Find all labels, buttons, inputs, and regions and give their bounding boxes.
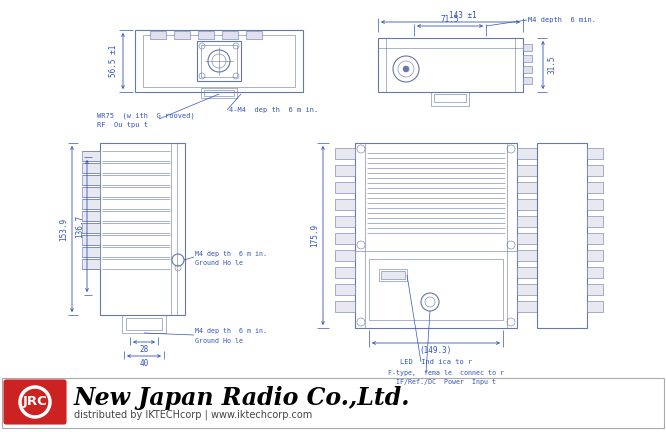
Bar bbox=[135, 30, 303, 92]
Text: New Japan Radio Co.,Ltd.: New Japan Radio Co.,Ltd. bbox=[74, 386, 410, 410]
Bar bbox=[517, 216, 537, 227]
Text: 136.7: 136.7 bbox=[75, 214, 85, 238]
Bar bbox=[201, 88, 237, 98]
Bar bbox=[82, 151, 100, 161]
Bar bbox=[335, 148, 355, 159]
Text: IF/Ref./DC  Power  Inpu t: IF/Ref./DC Power Inpu t bbox=[396, 379, 496, 385]
Bar bbox=[82, 199, 100, 209]
Text: F-type,  fema le  connec to r: F-type, fema le connec to r bbox=[388, 370, 504, 376]
Bar bbox=[355, 143, 517, 328]
Bar bbox=[335, 233, 355, 244]
Bar bbox=[587, 199, 603, 210]
Bar bbox=[335, 250, 355, 261]
Text: 31.5: 31.5 bbox=[547, 56, 557, 74]
Bar bbox=[335, 165, 355, 176]
Bar bbox=[523, 44, 532, 51]
Bar bbox=[122, 315, 166, 333]
Text: JRC: JRC bbox=[23, 396, 47, 409]
Bar bbox=[335, 199, 355, 210]
Bar bbox=[517, 233, 537, 244]
Bar bbox=[204, 90, 234, 96]
Text: RF  Ou tpu t: RF Ou tpu t bbox=[97, 122, 148, 128]
Bar bbox=[126, 318, 162, 330]
Bar bbox=[517, 267, 537, 278]
Bar bbox=[335, 267, 355, 278]
Bar bbox=[523, 66, 532, 73]
Text: 71.5: 71.5 bbox=[441, 16, 460, 25]
Circle shape bbox=[403, 66, 409, 72]
Text: 153.9: 153.9 bbox=[59, 217, 69, 241]
Bar bbox=[587, 165, 603, 176]
Bar bbox=[587, 284, 603, 295]
Text: 28: 28 bbox=[139, 346, 149, 355]
Bar bbox=[517, 165, 537, 176]
Bar bbox=[82, 187, 100, 197]
Text: M4 depth  6 min.: M4 depth 6 min. bbox=[528, 17, 596, 23]
Bar bbox=[378, 38, 523, 92]
Bar bbox=[587, 233, 603, 244]
Bar bbox=[246, 31, 262, 39]
Bar bbox=[587, 216, 603, 227]
Bar bbox=[143, 35, 295, 87]
Text: (149.3): (149.3) bbox=[420, 346, 452, 356]
Bar bbox=[197, 41, 241, 81]
Bar bbox=[537, 143, 587, 328]
Bar bbox=[379, 269, 407, 281]
Text: 4-M4  dep th  6 m in.: 4-M4 dep th 6 m in. bbox=[229, 107, 318, 113]
Bar bbox=[517, 148, 537, 159]
Bar bbox=[523, 77, 532, 84]
Bar bbox=[174, 31, 190, 39]
Bar bbox=[335, 216, 355, 227]
Bar bbox=[434, 94, 466, 102]
Bar bbox=[201, 45, 237, 77]
Bar bbox=[517, 199, 537, 210]
Text: 143 ±1: 143 ±1 bbox=[449, 12, 476, 20]
Bar bbox=[82, 235, 100, 245]
Bar bbox=[369, 259, 503, 320]
Bar bbox=[335, 284, 355, 295]
Bar bbox=[335, 182, 355, 193]
Text: 40: 40 bbox=[139, 359, 149, 368]
Bar bbox=[82, 211, 100, 221]
Text: M4 dep th  6 m in.: M4 dep th 6 m in. bbox=[195, 251, 267, 257]
Bar bbox=[587, 301, 603, 312]
Bar bbox=[82, 247, 100, 257]
Bar bbox=[517, 182, 537, 193]
Bar bbox=[2, 378, 664, 428]
Bar bbox=[150, 31, 166, 39]
Bar bbox=[587, 148, 603, 159]
Bar bbox=[517, 250, 537, 261]
Bar bbox=[517, 284, 537, 295]
Text: distributed by IKTECHcorp | www.iktechcorp.com: distributed by IKTECHcorp | www.iktechco… bbox=[74, 410, 312, 420]
Text: Ground Ho le: Ground Ho le bbox=[195, 260, 243, 266]
Text: 175.9: 175.9 bbox=[310, 224, 320, 247]
Bar bbox=[523, 55, 532, 62]
Text: 56.5 ±1: 56.5 ±1 bbox=[109, 45, 117, 77]
Bar bbox=[82, 163, 100, 173]
Bar bbox=[198, 31, 214, 39]
Bar bbox=[100, 143, 185, 315]
Bar bbox=[587, 267, 603, 278]
Bar bbox=[82, 223, 100, 233]
FancyBboxPatch shape bbox=[4, 380, 66, 424]
Bar bbox=[587, 250, 603, 261]
Bar bbox=[335, 301, 355, 312]
Bar bbox=[222, 31, 238, 39]
Text: LED  Ind ica to r: LED Ind ica to r bbox=[400, 359, 472, 365]
Bar bbox=[381, 271, 405, 279]
Bar bbox=[82, 175, 100, 185]
Bar bbox=[431, 92, 469, 106]
Text: WR75  (w ith  G rooved): WR75 (w ith G rooved) bbox=[97, 113, 194, 119]
Bar bbox=[587, 182, 603, 193]
Text: M4 dep th  6 m in.: M4 dep th 6 m in. bbox=[195, 328, 267, 334]
Text: Ground Ho le: Ground Ho le bbox=[195, 338, 243, 344]
Bar bbox=[82, 259, 100, 269]
Bar bbox=[517, 301, 537, 312]
